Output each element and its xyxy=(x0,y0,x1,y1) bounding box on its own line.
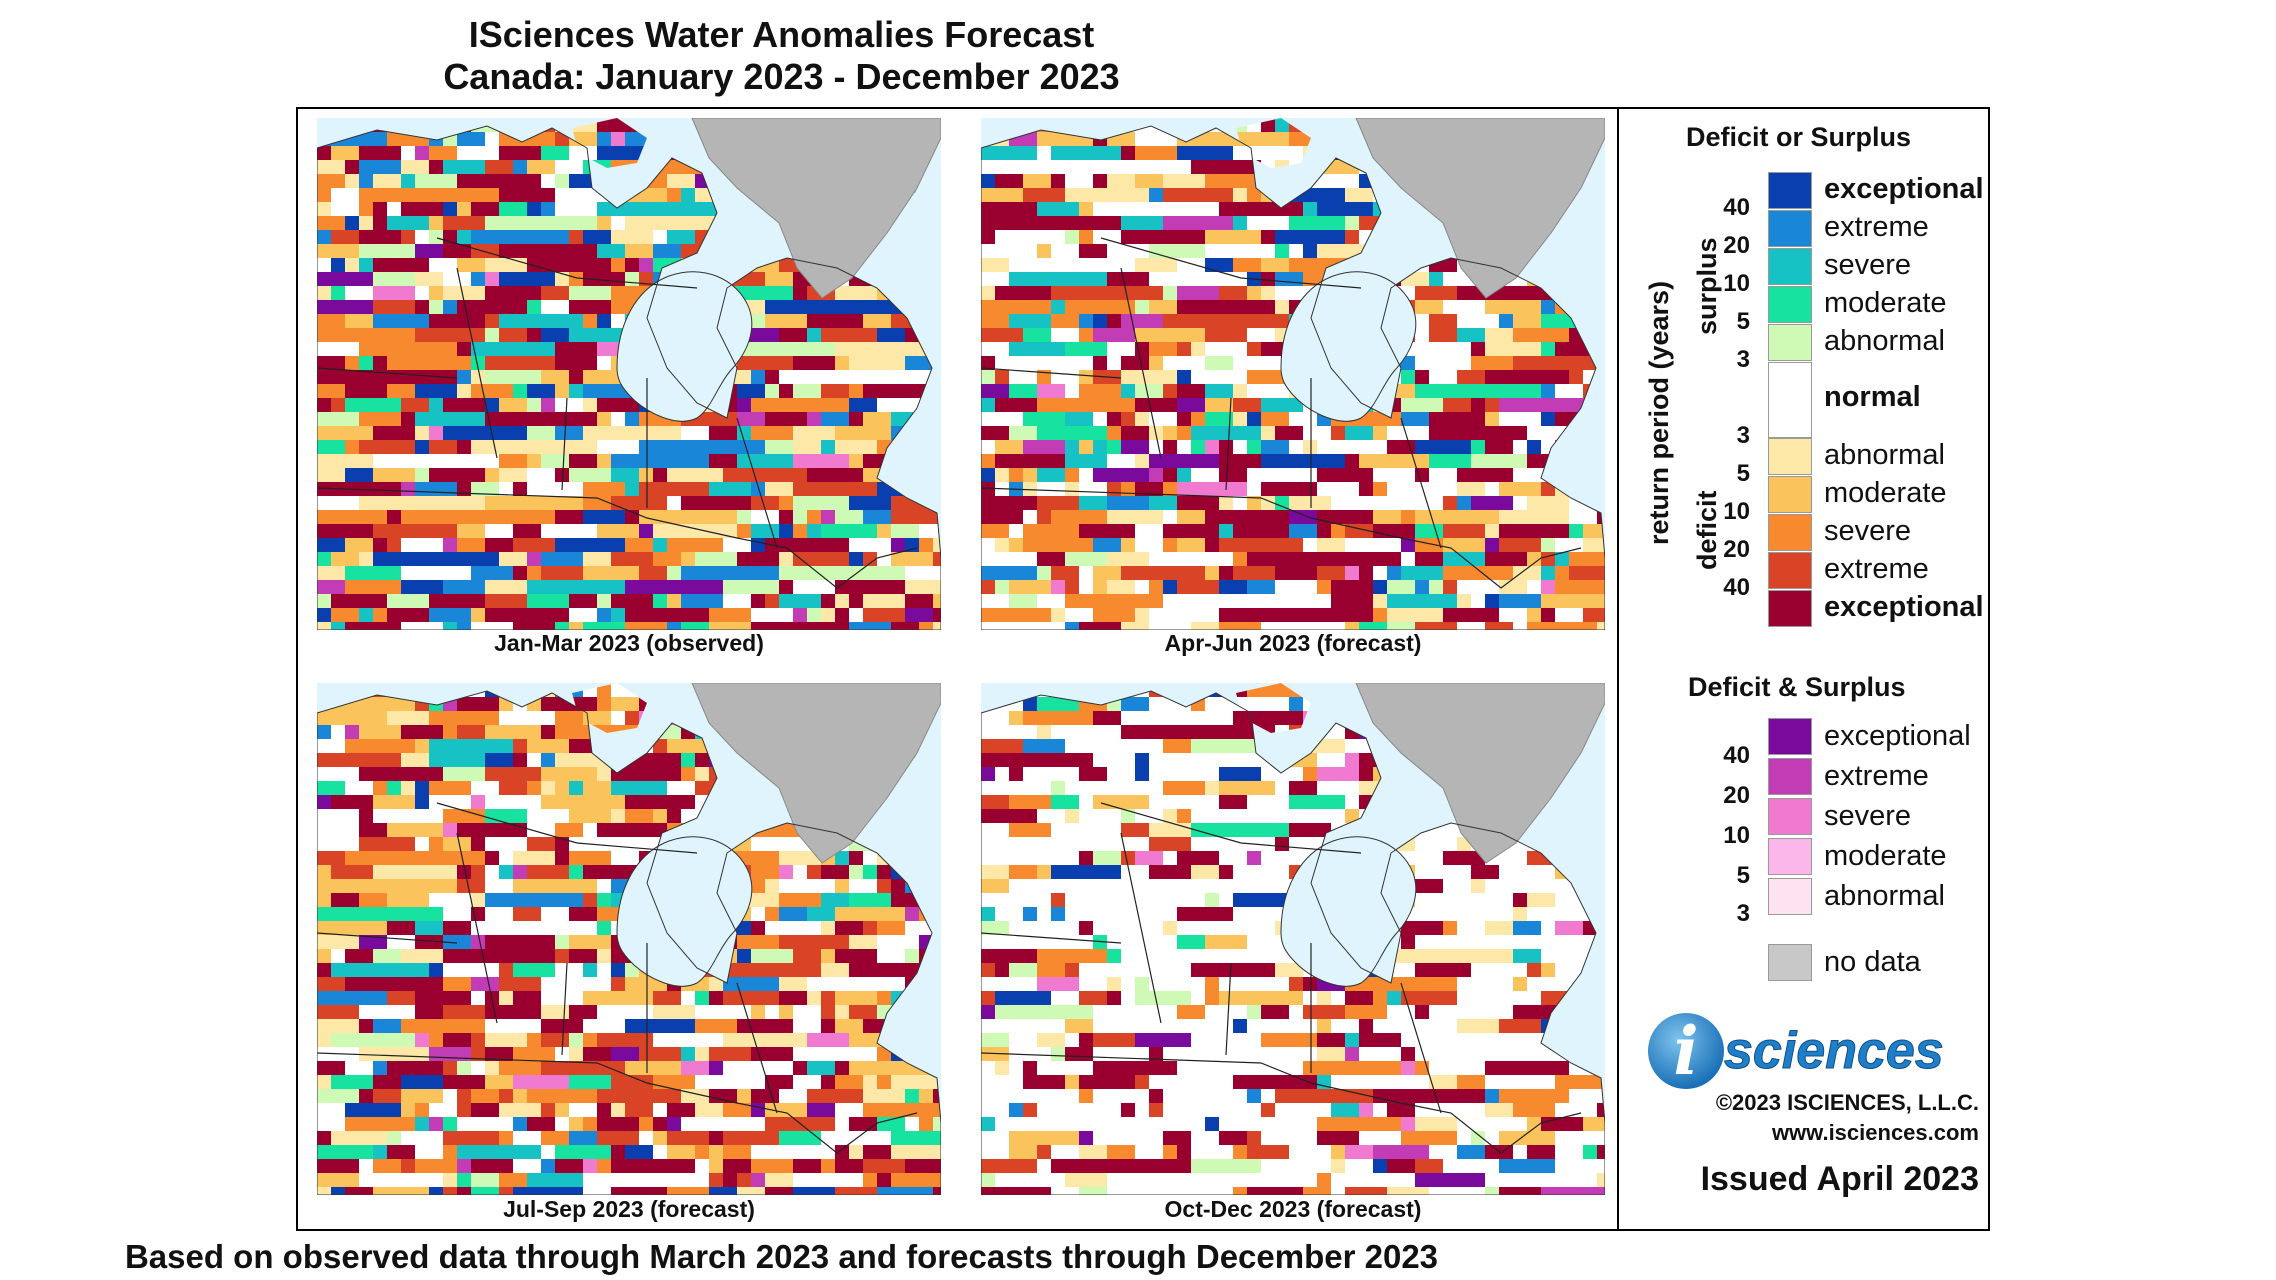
greenland-no-data xyxy=(1355,683,1605,864)
swatch-both-abnormal xyxy=(1768,878,1812,915)
swatch-deficit-moderate xyxy=(1768,476,1812,513)
tick-both-40: 40 xyxy=(1723,742,1750,769)
tick-surplus-40: 40 xyxy=(1723,194,1750,221)
province-boundaries xyxy=(317,802,918,1154)
province-boundaries xyxy=(981,237,1582,589)
panel-caption-jul-sep: Jul-Sep 2023 (forecast) xyxy=(503,1196,755,1222)
tick-deficit-3: 3 xyxy=(1736,422,1750,449)
swatch-both-exceptional xyxy=(1768,718,1812,755)
swatch-surplus-moderate xyxy=(1768,286,1812,323)
coastline xyxy=(981,690,1605,1195)
legend-title-deficit-and-surplus: Deficit & Surplus xyxy=(1688,672,1906,702)
anomaly-map-svg xyxy=(317,118,941,630)
panel-caption-apr-jun: Apr-Jun 2023 (forecast) xyxy=(1164,630,1422,656)
tick-deficit-20: 20 xyxy=(1723,536,1750,563)
label-deficit-severe: severe xyxy=(1824,515,1912,547)
map-title: ISciences Water Anomalies Forecast xyxy=(468,14,1095,55)
legend-axis-label: return period (years) xyxy=(1644,280,1674,545)
issued-date: Issued April 2023 xyxy=(1700,1160,1979,1198)
hudson-bay xyxy=(616,271,753,422)
swatch-deficit-abnormal xyxy=(1768,438,1812,475)
label-both-abnormal: abnormal xyxy=(1824,880,1945,912)
swatch-deficit-extreme xyxy=(1768,552,1812,589)
footer-note: Based on observed data through March 202… xyxy=(124,1238,1439,1275)
label-both-moderate: moderate xyxy=(1824,840,1947,872)
copyright: ©2023 ISCIENCES, L.L.C. xyxy=(1715,1090,1979,1115)
map-panel-apr-jun xyxy=(981,118,1605,630)
greenland-no-data xyxy=(691,683,941,864)
tick-both-20: 20 xyxy=(1723,782,1750,809)
label-surplus-extreme: extreme xyxy=(1824,211,1929,243)
website: www.isciences.com xyxy=(1771,1120,1979,1145)
label-deficit-exceptional: exceptional xyxy=(1824,591,1984,623)
tick-deficit-40: 40 xyxy=(1723,574,1750,601)
tick-surplus-5: 5 xyxy=(1736,308,1750,335)
swatch-normal xyxy=(1768,362,1812,438)
map-panel-oct-dec xyxy=(981,683,1605,1195)
map-panel-jan-mar xyxy=(317,118,941,630)
map-subtitle: Canada: January 2023 - December 2023 xyxy=(443,56,1120,97)
swatch-surplus-exceptional xyxy=(1768,172,1812,209)
label-deficit-moderate: moderate xyxy=(1824,477,1947,509)
figure-frame xyxy=(296,107,1990,1231)
tick-both-5: 5 xyxy=(1736,862,1750,889)
label-surplus-exceptional: exceptional xyxy=(1824,173,1984,205)
label-deficit-abnormal: abnormal xyxy=(1824,439,1945,471)
swatch-surplus-extreme xyxy=(1768,210,1812,247)
panel-caption-oct-dec: Oct-Dec 2023 (forecast) xyxy=(1164,1196,1422,1222)
swatch-surplus-severe xyxy=(1768,248,1812,285)
swatch-deficit-exceptional xyxy=(1768,590,1812,627)
hudson-bay xyxy=(1280,271,1417,422)
label-surplus-severe: severe xyxy=(1824,249,1912,281)
anomaly-map-svg xyxy=(981,683,1605,1195)
tick-deficit-10: 10 xyxy=(1723,498,1750,525)
label-surplus-abnormal: abnormal xyxy=(1824,325,1945,357)
swatch-deficit-severe xyxy=(1768,514,1812,551)
tick-deficit-5: 5 xyxy=(1736,460,1750,487)
tick-both-10: 10 xyxy=(1723,822,1750,849)
legend-divider xyxy=(1617,107,1619,1231)
label-surplus-moderate: moderate xyxy=(1824,287,1947,319)
label-no-data: no data xyxy=(1824,946,1921,978)
swatch-both-extreme xyxy=(1768,758,1812,795)
label-normal: normal xyxy=(1824,381,1921,413)
swatch-both-severe xyxy=(1768,798,1812,835)
hudson-bay xyxy=(616,836,753,987)
label-both-severe: severe xyxy=(1824,800,1912,832)
swatch-surplus-abnormal xyxy=(1768,324,1812,361)
province-boundaries xyxy=(981,802,1582,1154)
swatch-both-moderate xyxy=(1768,838,1812,875)
map-panel-jul-sep xyxy=(317,683,941,1195)
isciences-logo: i sciences xyxy=(1648,1012,1944,1090)
logo-text: sciences xyxy=(1724,1022,1944,1080)
coastline xyxy=(317,690,941,1195)
hudson-bay xyxy=(1280,836,1417,987)
logo-i: i xyxy=(1673,1012,1698,1090)
anomaly-map-svg xyxy=(317,683,941,1195)
tick-surplus-3: 3 xyxy=(1736,346,1750,373)
panel-caption-jan-mar: Jan-Mar 2023 (observed) xyxy=(494,630,764,656)
label-both-exceptional: exceptional xyxy=(1824,720,1971,752)
anomaly-map-svg xyxy=(981,118,1605,630)
swatch-no-data xyxy=(1768,944,1812,981)
coastline xyxy=(981,125,1605,630)
greenland-no-data xyxy=(691,118,941,299)
greenland-no-data xyxy=(1355,118,1605,299)
label-both-extreme: extreme xyxy=(1824,760,1929,792)
coastline xyxy=(317,125,941,630)
legend-title-deficit-or-surplus: Deficit or Surplus xyxy=(1686,122,1912,152)
tick-surplus-20: 20 xyxy=(1723,232,1750,259)
tick-both-3: 3 xyxy=(1736,900,1750,927)
tick-surplus-10: 10 xyxy=(1723,270,1750,297)
province-boundaries xyxy=(317,237,918,589)
label-deficit-extreme: extreme xyxy=(1824,553,1929,585)
